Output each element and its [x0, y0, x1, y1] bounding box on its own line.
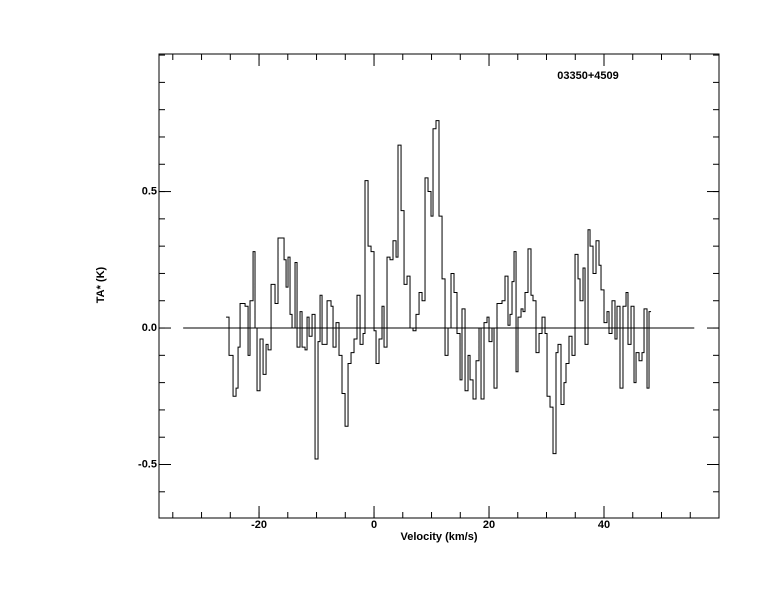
x-tick-label: 40 [598, 519, 610, 531]
plot-frame [158, 53, 720, 519]
x-tick-label: -20 [251, 519, 267, 531]
y-axis-label: TA* (K) [95, 266, 107, 303]
x-tick-label: 0 [371, 519, 377, 531]
y-tick-label: 0.5 [142, 185, 157, 197]
x-axis-label: Velocity (km/s) [400, 531, 477, 543]
annotation: 03350+4509 [557, 70, 618, 82]
spectrum [226, 120, 652, 460]
x-tick-label: 20 [483, 519, 495, 531]
y-tick-label: 0.0 [142, 322, 157, 334]
y-tick-label: -0.5 [138, 458, 157, 470]
